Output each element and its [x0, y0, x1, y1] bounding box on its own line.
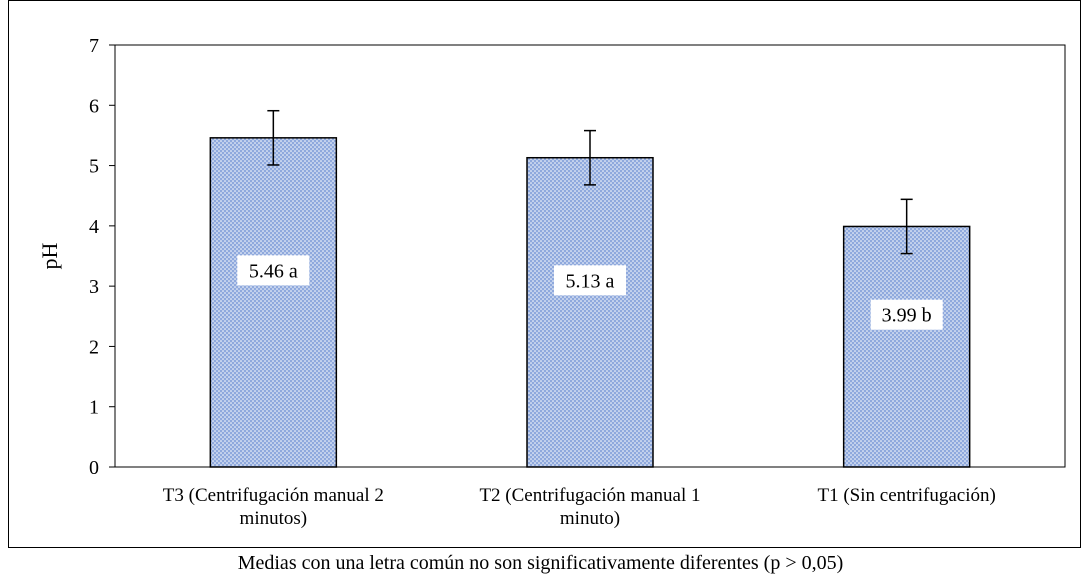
data-label: 5.13 a [566, 270, 615, 292]
y-axis-label: pH [37, 242, 62, 269]
data-label: 3.99 b [882, 305, 932, 327]
y-tick-label: 2 [89, 336, 99, 358]
y-tick-label: 6 [89, 95, 99, 117]
data-label-box [554, 265, 626, 296]
x-tick-label: T1 (Sin centrifugación) [817, 485, 995, 506]
bar [209, 137, 338, 468]
data-label: 5.46 a [249, 260, 298, 282]
y-tick-label: 4 [89, 216, 99, 238]
bars: 5.46 a 5.13 a 3.99 b [209, 109, 971, 468]
footnote: Medias con una letra común no son signif… [237, 552, 844, 574]
x-tick-label: minuto) [560, 508, 620, 529]
data-label-box [237, 255, 310, 286]
y-tick-label: 0 [89, 457, 99, 479]
x-tick-label: T2 (Centrifugación manual 1 [479, 485, 700, 506]
bar [526, 156, 654, 468]
y-tick-label: 1 [89, 397, 99, 419]
y-axis: 0 1 2 3 4 5 6 7 [89, 35, 115, 479]
data-label-box [870, 299, 943, 330]
y-tick-label: 7 [89, 35, 99, 57]
y-tick-label: 3 [89, 276, 99, 298]
y-tick-label: 5 [89, 156, 99, 178]
x-tick-label: T3 (Centrifugación manual 2 [163, 485, 384, 506]
x-tick-label: minutos) [240, 508, 308, 529]
bar-chart: 0 1 2 3 4 5 6 7 5.46 a 5.13 a 3.99 b T3 (Centrifu… [37, 35, 1066, 529]
bar [842, 225, 971, 468]
